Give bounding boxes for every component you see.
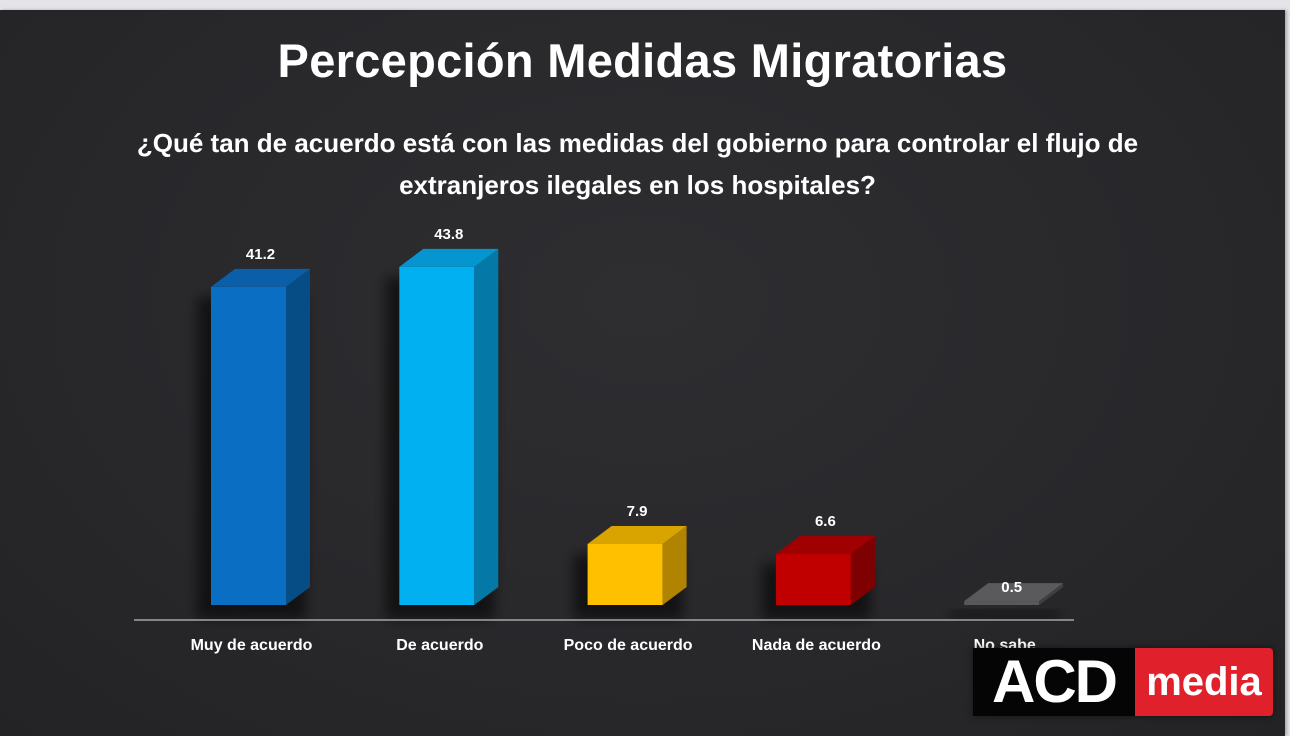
bar-top-muy-de-acuerdo: [211, 268, 310, 287]
x-tick-de-acuerdo: De acuerdo: [396, 637, 483, 654]
bar-top-de-acuerdo: [399, 248, 499, 267]
bar-shadow-no-sabe: [950, 611, 1060, 619]
bar-no-sabe: [964, 583, 1064, 605]
bar-side-no-sabe: [1039, 583, 1064, 605]
bar-side-de-acuerdo: [474, 248, 499, 605]
bar-front-no-sabe: [964, 601, 1040, 605]
bar-muy-de-acuerdo: [211, 268, 310, 605]
bar-nada-de-acuerdo: [775, 536, 875, 605]
bar-poco-de-acuerdo: [587, 526, 687, 605]
bar-front-de-acuerdo: [399, 266, 475, 605]
data-label-de-acuerdo: 43.8: [434, 226, 463, 243]
bar-front-muy-de-acuerdo: [211, 286, 286, 605]
bar-de-acuerdo: [399, 248, 499, 605]
data-label-poco-de-acuerdo: 7.9: [627, 503, 648, 520]
acd-media-logo: ACD media: [973, 648, 1273, 716]
chart-title: Percepción Medidas Migratorias: [277, 34, 1008, 87]
x-tick-muy-de-acuerdo: Muy de acuerdo: [191, 637, 313, 654]
chart-subtitle: ¿Qué tan de acuerdo está con las medidas…: [136, 128, 1139, 200]
bar-front-poco-de-acuerdo: [587, 544, 663, 605]
bar-top-poco-de-acuerdo: [587, 526, 687, 545]
x-tick-labels: Muy de acuerdo De acuerdo Poco de acuerdo N…: [191, 637, 1036, 654]
x-tick-poco-de-acuerdo: Poco de acuerdo: [564, 637, 693, 654]
data-labels: 41.2 43.8 7.9 6.6 0.5: [246, 226, 1022, 596]
logo-acd: ACD: [973, 648, 1135, 716]
logo-media: media: [1135, 648, 1273, 716]
bar-top-nada-de-acuerdo: [775, 536, 875, 555]
x-tick-nada-de-acuerdo: Nada de acuerdo: [752, 637, 881, 654]
bar-side-nada-de-acuerdo: [850, 536, 875, 605]
bar-front-nada-de-acuerdo: [775, 554, 851, 605]
data-label-nada-de-acuerdo: 6.6: [815, 513, 836, 530]
data-label-no-sabe: 0.5: [1001, 579, 1022, 596]
bar-top-no-sabe: [964, 583, 1064, 602]
data-label-muy-de-acuerdo: 41.2: [246, 246, 275, 263]
bar-side-poco-de-acuerdo: [662, 526, 687, 605]
bar-side-muy-de-acuerdo: [286, 268, 310, 605]
bars: [211, 248, 1064, 605]
